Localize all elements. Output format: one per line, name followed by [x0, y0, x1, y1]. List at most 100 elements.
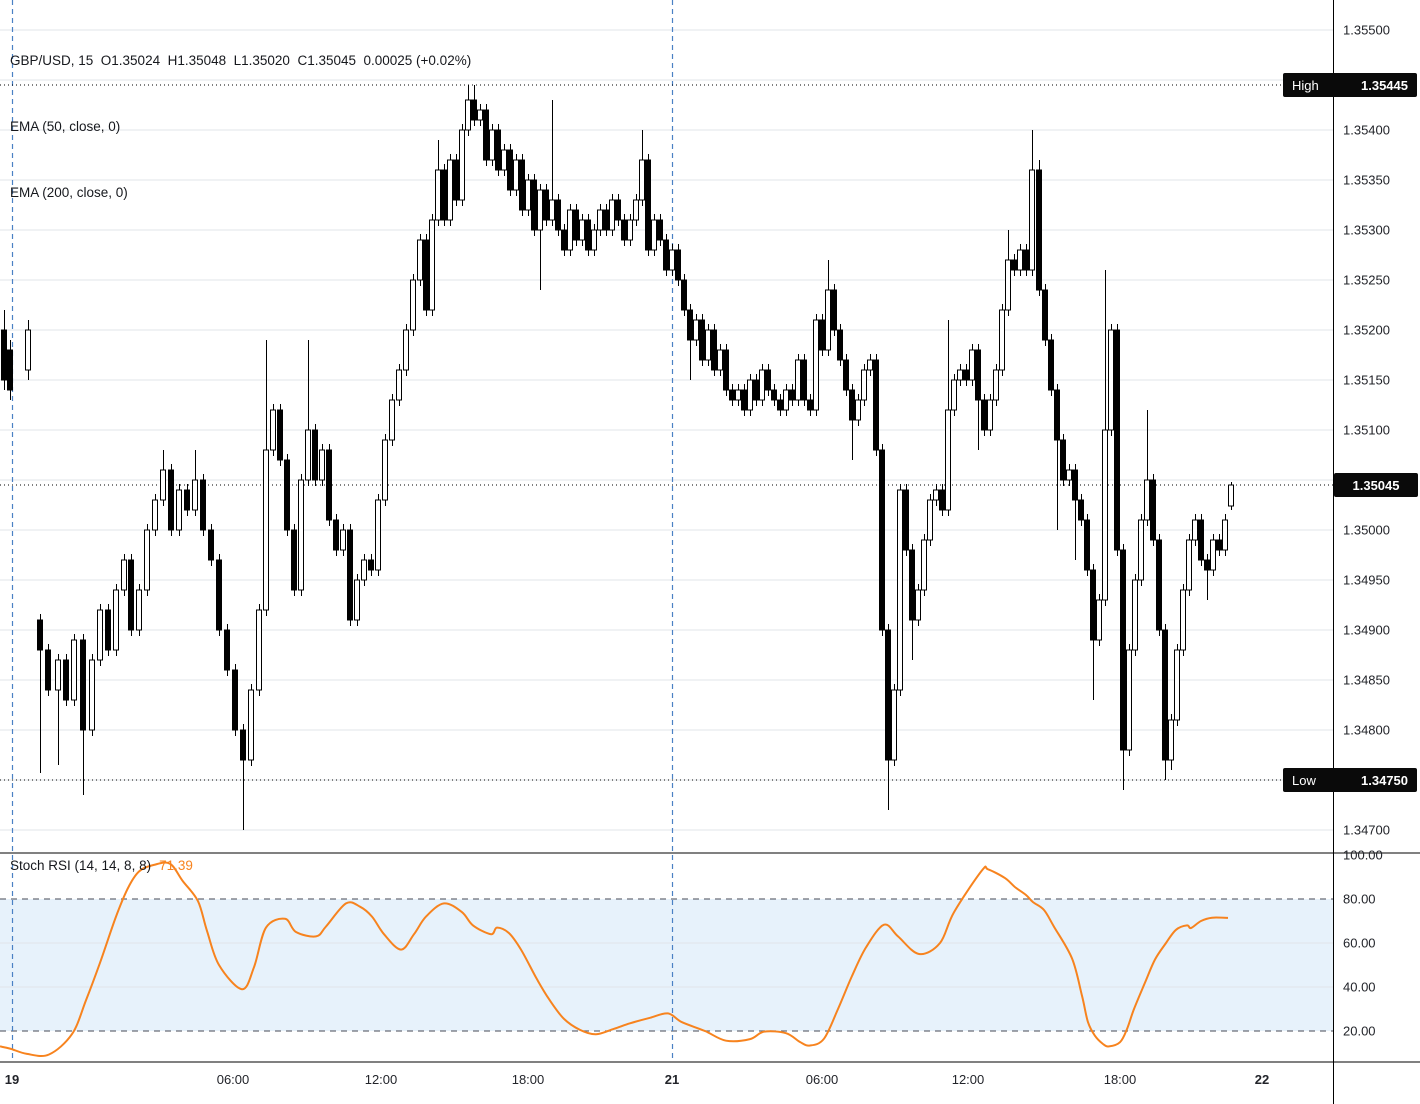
- candle-down: [1216, 539, 1222, 551]
- candle-up: [489, 129, 495, 161]
- candle-up: [305, 429, 311, 481]
- candle-up: [382, 439, 388, 501]
- candle-down: [519, 159, 525, 211]
- candle-up: [89, 659, 95, 731]
- candle-up: [465, 99, 471, 131]
- candle-up: [501, 149, 507, 171]
- candle-down: [105, 609, 111, 651]
- candle-down: [1150, 479, 1156, 541]
- time-axis-label: 19: [4, 1072, 20, 1087]
- candle-down: [603, 209, 609, 231]
- candle-down: [837, 329, 843, 361]
- candle-up: [298, 479, 304, 591]
- candle-down: [1198, 519, 1204, 561]
- candle-down: [453, 159, 459, 201]
- candle-up: [136, 589, 142, 631]
- candle-up: [144, 529, 150, 591]
- stoch-rsi-label: Stoch RSI (14, 14, 8, 8): [10, 858, 152, 873]
- candle-up: [855, 399, 861, 421]
- candle-up: [1029, 169, 1035, 271]
- candle-down: [645, 159, 651, 251]
- price-axis-label: 1.34850: [1343, 672, 1390, 688]
- candle-up: [1017, 249, 1023, 271]
- symbol-legend: GBP/USD, 15 O1.35024 H1.35048 L1.35020 C…: [10, 6, 471, 248]
- candle-up: [639, 159, 645, 201]
- candle-up: [513, 159, 519, 191]
- candle-up: [759, 369, 765, 401]
- candle-down: [939, 489, 945, 511]
- candle-up: [1096, 599, 1102, 641]
- candle-down: [45, 649, 51, 691]
- candle-up: [1186, 539, 1192, 591]
- candle-down: [699, 319, 705, 361]
- candle-down: [200, 479, 206, 531]
- stoch-rsi-legend[interactable]: Stoch RSI (14, 14, 8, 8) 71.39: [10, 858, 193, 873]
- candle-up: [71, 639, 77, 701]
- candle-down: [1023, 249, 1029, 271]
- candle-up: [1192, 519, 1198, 541]
- price-axis-label: 1.35100: [1343, 422, 1390, 438]
- rsi-axis-label: 80.00: [1343, 891, 1376, 907]
- candle-down: [423, 239, 429, 311]
- candle-up: [951, 379, 957, 411]
- candle-up: [354, 579, 360, 621]
- ohlc-readout[interactable]: GBP/USD, 15 O1.35024 H1.35048 L1.35020 C…: [10, 53, 472, 68]
- candle-down: [1060, 439, 1066, 481]
- candle-down: [37, 619, 43, 651]
- candle-up: [361, 559, 367, 581]
- candle-up: [633, 199, 639, 221]
- candle-up: [477, 109, 483, 121]
- ema50-legend[interactable]: EMA (50, close, 0): [10, 119, 121, 134]
- candle-up: [597, 209, 603, 231]
- candle-up: [867, 359, 873, 371]
- ema200-legend[interactable]: EMA (200, close, 0): [10, 185, 128, 200]
- rsi-axis-label: 60.00: [1343, 935, 1376, 951]
- candle-up: [1108, 329, 1114, 431]
- candle-up: [375, 499, 381, 571]
- candle-up: [1168, 719, 1174, 761]
- candle-up: [1132, 579, 1138, 651]
- candle-up: [263, 449, 269, 611]
- candle-up: [1144, 479, 1150, 521]
- candle-down: [483, 109, 489, 161]
- candle-up: [410, 279, 416, 331]
- candle-up: [735, 389, 741, 401]
- rsi-axis-label: 20.00: [1343, 1023, 1376, 1039]
- candle-down: [873, 359, 879, 451]
- candle-up: [389, 399, 395, 441]
- candle-up: [747, 379, 753, 411]
- candle-up: [1126, 649, 1132, 751]
- candle-up: [435, 169, 441, 221]
- candle-up: [256, 609, 262, 691]
- price-axis-label: 1.34700: [1343, 822, 1390, 838]
- candle-up: [1228, 484, 1234, 507]
- candle-down: [963, 369, 969, 381]
- candle-down: [326, 449, 332, 521]
- candle-up: [176, 489, 182, 531]
- candle-down: [240, 729, 246, 761]
- rsi-axis-label: 100.00: [1343, 847, 1383, 863]
- candle-down: [224, 629, 230, 671]
- candle-down: [675, 249, 681, 281]
- candle-up: [579, 219, 585, 241]
- candle-down: [561, 229, 567, 251]
- candle-up: [55, 659, 61, 691]
- candle-down: [312, 429, 318, 481]
- candle-up: [1174, 649, 1180, 721]
- candle-down: [507, 149, 513, 191]
- candle-up: [113, 589, 119, 651]
- candle-down: [531, 179, 537, 231]
- candle-down: [232, 669, 238, 731]
- candle-down: [168, 469, 174, 531]
- candle-down: [807, 399, 813, 411]
- candle-down: [849, 389, 855, 421]
- candle-up: [396, 369, 402, 401]
- candle-up: [609, 199, 615, 231]
- candle-down: [63, 659, 69, 701]
- candle-up: [152, 499, 158, 531]
- candle-up: [97, 609, 103, 661]
- candle-down: [471, 99, 477, 121]
- price-axis-label: 1.35350: [1343, 172, 1390, 188]
